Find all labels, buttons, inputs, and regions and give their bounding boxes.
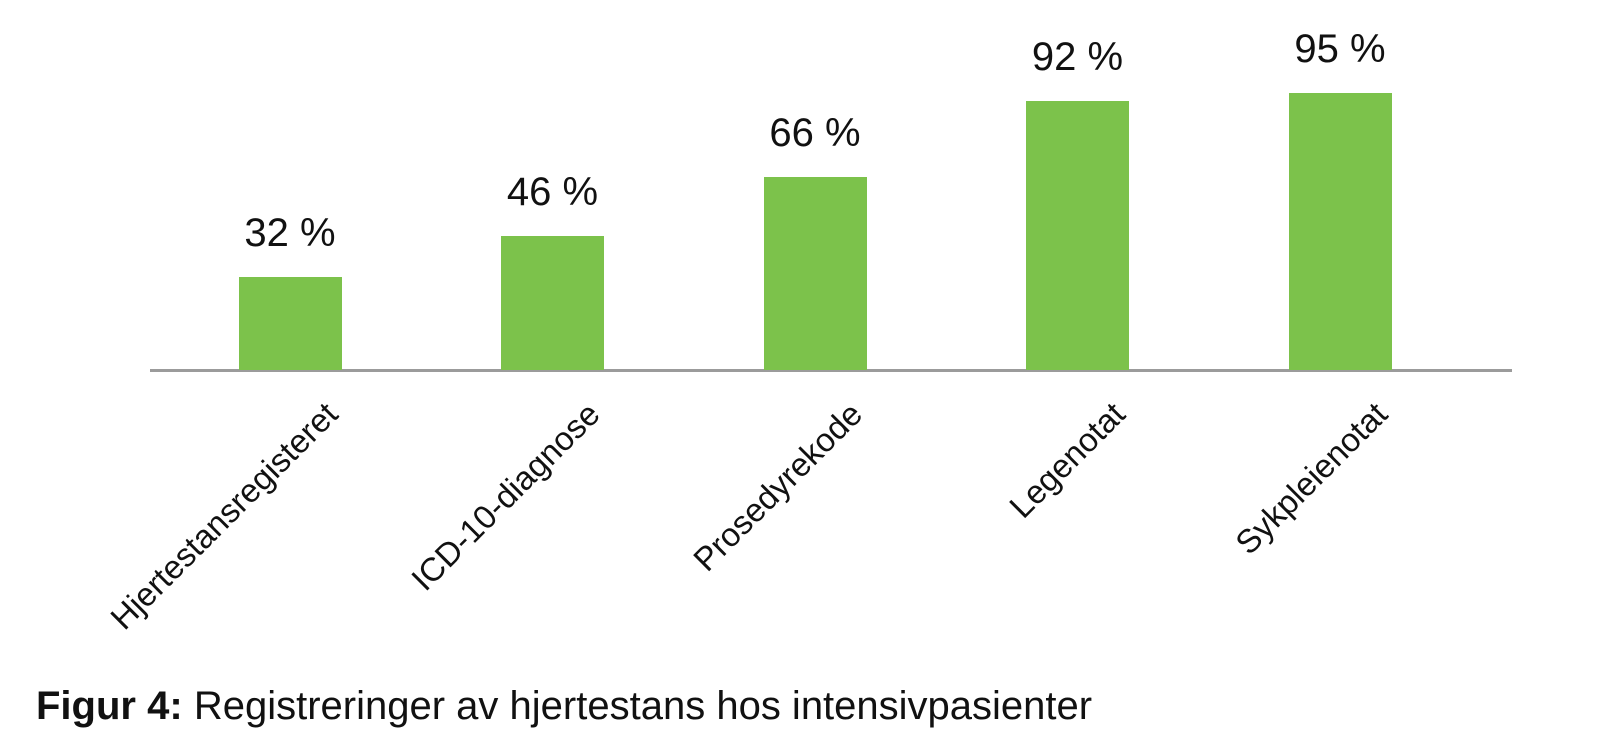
x-axis-label: ICD-10-diagnose [404,395,607,598]
bar-value-label: 32 % [244,211,336,255]
bar [1026,101,1129,370]
bar [763,177,867,370]
x-axis-line [150,369,1512,372]
figure-caption-text: Registreringer av hjertestans hos intens… [193,684,1093,728]
bar-value-label: 95 % [1294,27,1386,71]
figure-caption: Figur 4: Registreringer av hjertestans ho… [36,682,1092,730]
x-axis-label: Hjertestansregisteret [102,395,345,637]
bar [1288,93,1392,370]
x-axis-label: Sykpleienotat [1227,395,1395,562]
bar-value-label: 92 % [1031,35,1124,79]
bar [501,236,604,370]
x-axis-label: Legenotat [1001,395,1132,525]
bar [238,277,342,370]
bar-value-label: 46 % [506,170,599,214]
x-axis-label: Prosedyrekode [686,395,870,579]
figure-caption-prefix: Figur 4: [36,684,183,728]
bar-value-label: 66 % [769,111,861,155]
